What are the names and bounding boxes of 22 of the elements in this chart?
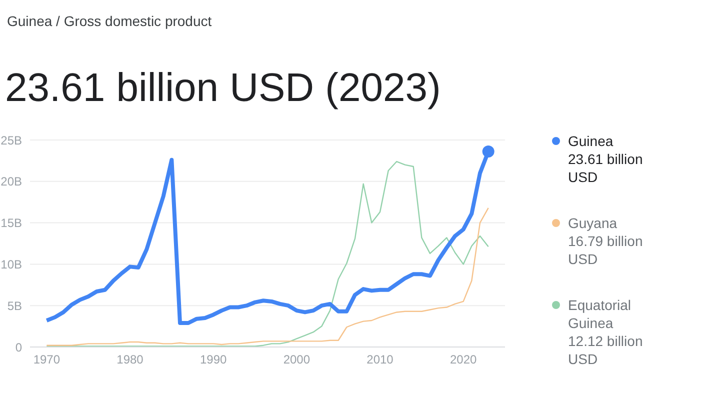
y-tick-label: 20B: [0, 174, 22, 189]
y-tick-label: 10B: [0, 257, 22, 272]
text: 16.79 billion USD: [568, 232, 644, 268]
legend-label: Guyana: [568, 214, 618, 232]
chart-subtitle: Guinea / Gross domestic product: [7, 13, 212, 29]
legend-label: Equatorial Guinea: [568, 296, 632, 332]
text: 12.12 billion USD: [568, 332, 644, 368]
line-series: [46, 207, 489, 346]
x-tick-label: 2010: [366, 352, 394, 367]
x-tick-label: 1980: [116, 352, 144, 367]
line-series: [46, 160, 489, 347]
text: 23.61 billion USD: [568, 150, 644, 186]
x-tick-label: 1990: [200, 352, 228, 367]
x-tick-label: 2020: [450, 352, 478, 367]
legend-label: Guinea: [568, 132, 614, 150]
chart-title: 23.61 billion USD (2023): [5, 66, 441, 111]
y-tick-label: 15B: [0, 216, 22, 230]
x-tick-label: 2000: [283, 352, 310, 367]
y-tick-label: 0: [15, 340, 22, 354]
x-tick-label: 1970: [33, 352, 60, 367]
y-tick-label: 25B: [0, 133, 22, 148]
y-tick-label: 5B: [7, 298, 22, 313]
